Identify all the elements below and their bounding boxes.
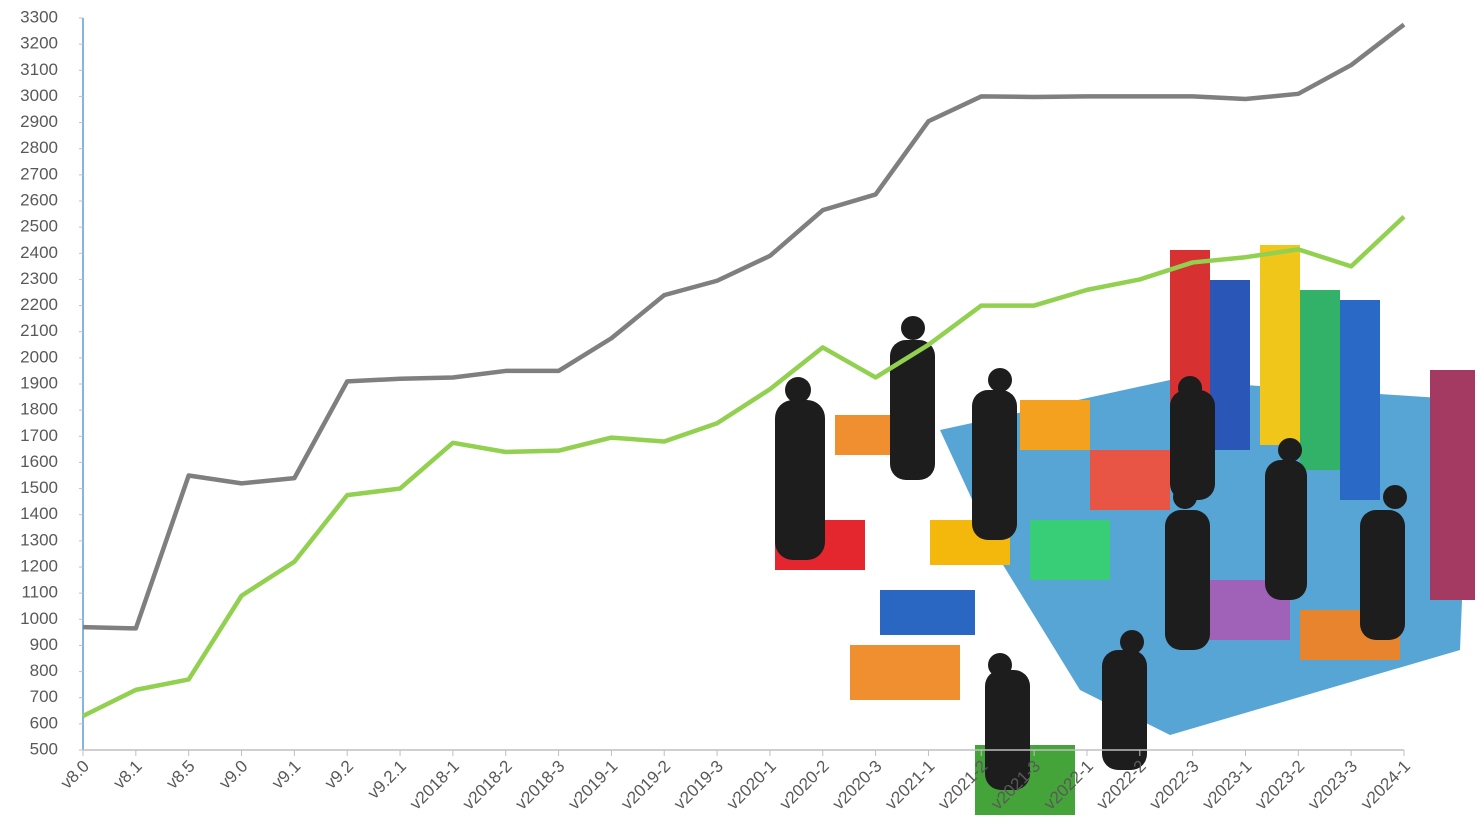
- y-tick-label: 3200: [20, 34, 58, 53]
- y-tick-label: 800: [30, 661, 58, 680]
- y-tick-label: 2900: [20, 112, 58, 131]
- x-tick-label: v2018-1: [406, 757, 463, 814]
- series-line: [82, 22, 1406, 631]
- puzzle-wall: [1260, 245, 1300, 445]
- x-tick-label: v8.5: [163, 757, 199, 793]
- puzzle-piece: [850, 645, 960, 700]
- x-tick-label: v2023-1: [1199, 757, 1256, 814]
- y-tick-label: 3300: [20, 7, 58, 26]
- y-tick-label: 1200: [20, 556, 58, 575]
- y-tick-label: 1700: [20, 426, 58, 445]
- x-tick-label: v8.1: [110, 757, 146, 793]
- puzzle-wall: [1340, 300, 1380, 500]
- y-tick-label: 2300: [20, 269, 58, 288]
- y-tick-label: 600: [30, 713, 58, 732]
- x-tick-label: v2021-1: [882, 757, 939, 814]
- y-tick-label: 1500: [20, 478, 58, 497]
- silhouettes: [775, 316, 1407, 790]
- puzzle-piece: [1020, 400, 1090, 450]
- x-tick-label: v2019-2: [617, 757, 674, 814]
- puzzle-piece: [880, 590, 975, 635]
- puzzle-wall: [1430, 370, 1475, 600]
- y-tick-label: 2000: [20, 347, 58, 366]
- y-tick-label: 1100: [21, 583, 58, 602]
- x-tick-label: v9.2.1: [364, 757, 410, 803]
- y-tick-label: 700: [30, 687, 58, 706]
- x-tick-label: v2023-3: [1304, 757, 1361, 814]
- x-tick-label: v2024-1: [1357, 757, 1414, 814]
- y-tick-label: 1000: [20, 609, 58, 628]
- y-tick-label: 500: [30, 739, 58, 758]
- y-tick-label: 3000: [20, 86, 58, 105]
- x-tick-label: v9.0: [215, 757, 251, 793]
- illustration: [775, 245, 1475, 815]
- x-tick-label: v2018-2: [459, 757, 516, 814]
- x-tick-label: v2019-3: [670, 757, 727, 814]
- y-tick-label: 3100: [20, 60, 58, 79]
- y-tick-label: 1300: [20, 530, 58, 549]
- y-tick-label: 1600: [20, 452, 58, 471]
- y-tick-label: 2100: [20, 321, 58, 340]
- puzzle-piece: [835, 415, 895, 455]
- series-line: [82, 215, 1406, 719]
- x-tick-label: v9.2: [321, 757, 357, 793]
- x-tick-label: v2022-3: [1146, 757, 1203, 814]
- x-tick-label: v2023-2: [1251, 757, 1308, 814]
- x-tick-label: v2020-2: [776, 757, 833, 814]
- y-tick-label: 1900: [20, 373, 58, 392]
- y-tick-label: 1400: [20, 504, 58, 523]
- y-tick-label: 2600: [20, 190, 58, 209]
- puzzle-wall: [1210, 280, 1250, 450]
- puzzle-piece: [1030, 520, 1110, 580]
- plot: [82, 22, 1406, 719]
- puzzle-wall: [1300, 290, 1340, 470]
- x-tick-label: v2020-3: [829, 757, 886, 814]
- y-tick-label: 2400: [20, 243, 58, 262]
- y-tick-label: 1800: [20, 400, 58, 419]
- y-tick-label: 2700: [20, 164, 58, 183]
- y-tick-label: 2500: [20, 217, 58, 236]
- x-tick-label: v2018-3: [512, 757, 569, 814]
- y-tick-label: 2200: [20, 295, 58, 314]
- x-tick-label: v9.1: [268, 757, 304, 793]
- y-tick-label: 900: [30, 635, 58, 654]
- puzzle-piece: [1090, 450, 1170, 510]
- x-tick-label: v2020-1: [723, 757, 780, 814]
- y-tick-label: 2800: [20, 138, 58, 157]
- x-tick-label: v8.0: [57, 757, 93, 793]
- x-tick-label: v2019-1: [565, 757, 622, 814]
